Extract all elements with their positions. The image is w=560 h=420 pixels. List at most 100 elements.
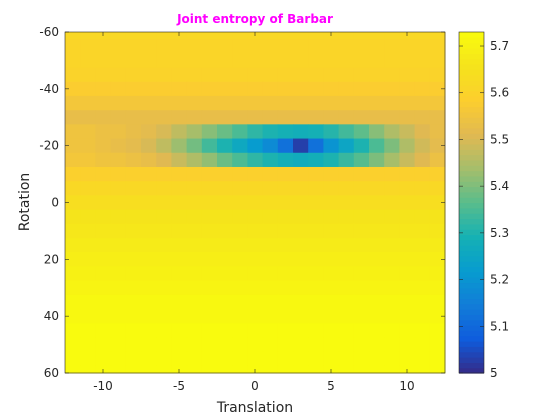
heatmap-cell xyxy=(399,238,416,253)
heatmap-cell xyxy=(171,124,188,140)
heatmap-cell xyxy=(277,209,294,225)
colorbar-band xyxy=(459,32,484,38)
heatmap-cell xyxy=(232,337,248,353)
heatmap-cell xyxy=(399,223,416,239)
heatmap-cell xyxy=(186,266,203,282)
heatmap-cell xyxy=(429,209,446,225)
heatmap-cell xyxy=(293,309,309,324)
y-tick-label: -40 xyxy=(39,82,59,96)
heatmap-cell xyxy=(369,67,385,83)
heatmap-cell xyxy=(414,32,431,40)
heatmap-cell xyxy=(80,39,96,54)
heatmap-cell xyxy=(110,337,127,353)
heatmap-cell xyxy=(369,181,385,196)
colorbar-band xyxy=(459,117,484,124)
heatmap-cell xyxy=(217,124,233,140)
heatmap-cell xyxy=(247,195,264,211)
heatmap-cell xyxy=(141,309,157,324)
heatmap-cell xyxy=(201,365,218,374)
heatmap-cell xyxy=(95,124,112,140)
heatmap-cell xyxy=(414,266,431,282)
heatmap-cell xyxy=(308,81,324,97)
heatmap-cell xyxy=(277,39,294,54)
heatmap-cell xyxy=(293,166,309,182)
heatmap-cell xyxy=(293,195,309,211)
heatmap-cell xyxy=(201,32,218,40)
heatmap-cell xyxy=(293,81,309,97)
heatmap-cell xyxy=(369,294,385,310)
heatmap-cell xyxy=(65,294,81,310)
heatmap-cell xyxy=(217,365,233,374)
heatmap-cell xyxy=(125,351,142,367)
heatmap-cell xyxy=(308,223,324,239)
heatmap-cell xyxy=(141,95,157,111)
heatmap-cell xyxy=(399,266,416,282)
heatmap-cell xyxy=(414,124,431,140)
heatmap-cell xyxy=(308,337,324,353)
heatmap-cell xyxy=(156,238,172,253)
x-tick-label: -5 xyxy=(173,379,185,393)
heatmap-cell xyxy=(156,124,172,140)
heatmap-cell xyxy=(277,81,294,97)
heatmap-cell xyxy=(110,32,127,40)
heatmap-cell xyxy=(232,110,248,125)
heatmap-cell xyxy=(232,294,248,310)
heatmap-cell xyxy=(338,81,355,97)
colorbar-band xyxy=(459,79,484,86)
heatmap-cell xyxy=(95,309,112,324)
heatmap-cell xyxy=(247,266,264,282)
heatmap-cell xyxy=(262,181,279,196)
heatmap-cell xyxy=(247,280,264,296)
heatmap-cell xyxy=(429,53,446,69)
heatmap-cell xyxy=(80,209,96,225)
heatmap-cell xyxy=(293,110,309,125)
colorbar-band xyxy=(459,47,484,54)
heatmap-cell xyxy=(308,166,324,182)
heatmap-cell xyxy=(65,252,81,267)
colorbar-band xyxy=(459,314,484,321)
heatmap-cell xyxy=(201,309,218,324)
heatmap-cell xyxy=(171,195,188,211)
heatmap-cell xyxy=(95,95,112,111)
heatmap-cell xyxy=(125,166,142,182)
heatmap-cell xyxy=(414,365,431,374)
heatmap-cell xyxy=(369,365,385,374)
heatmap-cell xyxy=(414,195,431,211)
heatmap-cell xyxy=(110,53,127,69)
heatmap-cell xyxy=(186,223,203,239)
heatmap-cell xyxy=(338,266,355,282)
heatmap-cell xyxy=(156,309,172,324)
heatmap-cell xyxy=(414,181,431,196)
heatmap-cell xyxy=(110,351,127,367)
heatmap-cell xyxy=(262,280,279,296)
x-tick-label: 5 xyxy=(327,379,335,393)
heatmap-cell xyxy=(353,252,370,267)
heatmap-cell xyxy=(399,110,416,125)
heatmap-cell xyxy=(201,110,218,125)
heatmap-cell xyxy=(384,266,400,282)
x-tick-label: -10 xyxy=(93,379,113,393)
colorbar-band xyxy=(459,357,484,363)
heatmap-cell xyxy=(323,252,340,267)
heatmap-cell xyxy=(217,181,233,196)
heatmap-cell xyxy=(217,138,233,154)
heatmap-cell xyxy=(293,365,309,374)
y-tick-label: 20 xyxy=(44,252,59,266)
heatmap-cell xyxy=(308,252,324,267)
colorbar-band xyxy=(459,207,484,214)
heatmap-cell xyxy=(141,181,157,196)
heatmap-cell xyxy=(308,309,324,324)
heatmap-cell xyxy=(80,266,96,282)
heatmap-cell xyxy=(217,294,233,310)
heatmap-cell xyxy=(338,53,355,69)
heatmap-cell xyxy=(323,323,340,338)
heatmap-cell xyxy=(232,323,248,338)
heatmap-cell xyxy=(171,110,188,125)
heatmap-cell xyxy=(171,280,188,296)
heatmap-cell xyxy=(201,294,218,310)
heatmap-cell xyxy=(171,209,188,225)
heatmap-cell xyxy=(65,337,81,353)
heatmap-cell xyxy=(247,252,264,267)
heatmap-cell xyxy=(353,124,370,140)
colorbar-band xyxy=(459,277,484,284)
